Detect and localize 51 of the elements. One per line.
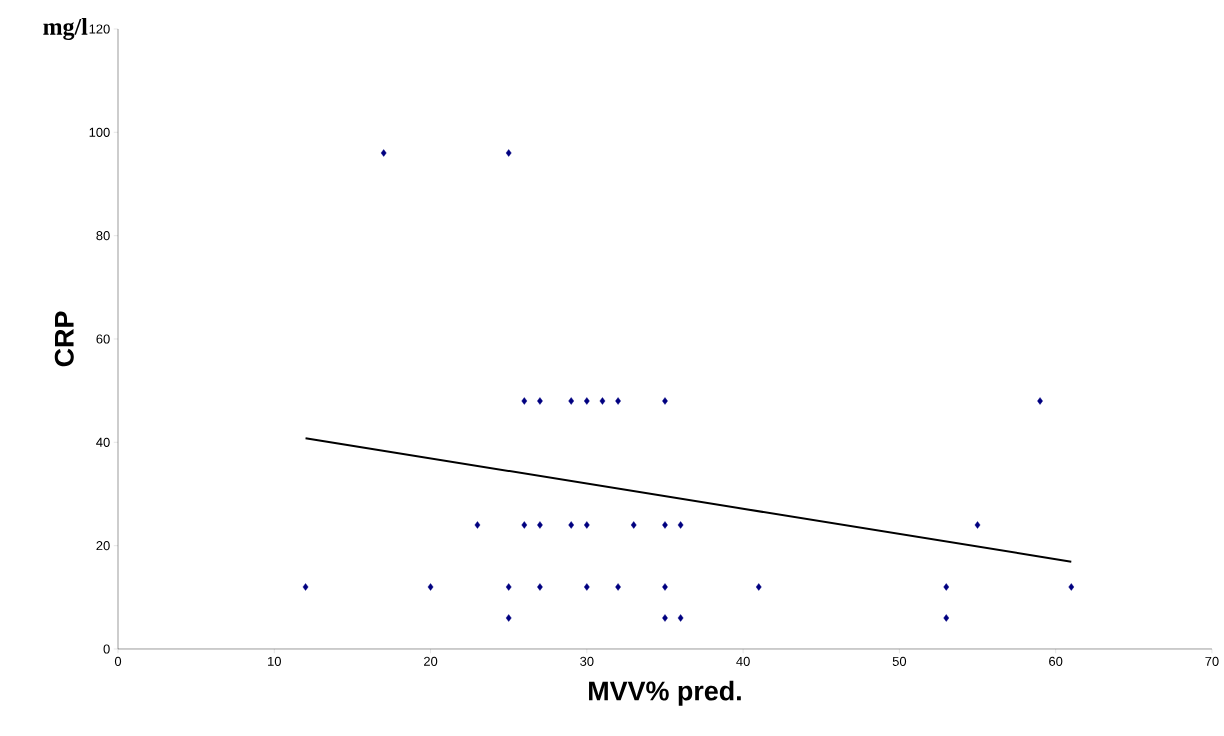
point	[1037, 397, 1043, 405]
x-tick-label: 0	[114, 656, 122, 666]
point	[677, 614, 684, 622]
point	[615, 397, 621, 405]
point	[537, 397, 543, 405]
point	[537, 583, 543, 591]
point	[662, 521, 668, 529]
y-tick-label: 20	[96, 541, 110, 551]
point	[584, 583, 590, 591]
x-axis-title: MVV% pred.	[589, 680, 741, 706]
point	[568, 521, 575, 529]
x-tick-label: 30	[580, 656, 594, 666]
x-tick-label: 50	[892, 656, 907, 666]
point	[537, 521, 543, 529]
x-tick-label: 40	[736, 656, 750, 666]
point	[427, 583, 434, 591]
point	[505, 583, 512, 591]
x-tick-label: 60	[1049, 656, 1063, 666]
text: mg/l	[43, 18, 88, 40]
point	[505, 614, 512, 622]
point	[599, 397, 606, 405]
y-tick-label: 80	[96, 231, 110, 241]
point	[1068, 583, 1075, 591]
point	[584, 397, 590, 405]
x-tick-label: 70	[1205, 656, 1219, 666]
point	[380, 149, 387, 157]
y-axis-title: CRP	[54, 311, 74, 367]
x-tick-label: 10	[268, 656, 281, 666]
y-tick-label: 0	[103, 644, 110, 654]
point	[943, 614, 950, 622]
point	[662, 583, 668, 591]
point	[505, 149, 512, 157]
y-tick-label: 60	[96, 334, 110, 344]
point	[568, 397, 575, 405]
point	[584, 521, 590, 529]
point	[521, 397, 528, 405]
y-tick-label: 40	[96, 437, 110, 447]
x-tick-label: 20	[424, 656, 438, 666]
point	[662, 614, 668, 622]
point	[630, 521, 637, 529]
point	[662, 397, 668, 405]
point	[521, 521, 528, 529]
point	[474, 521, 481, 529]
y-tick-label: 120	[89, 24, 110, 34]
point	[974, 521, 981, 529]
point	[615, 583, 621, 591]
point	[755, 583, 762, 591]
y-tick-label: 100	[89, 127, 110, 137]
point	[302, 583, 309, 591]
point	[943, 583, 950, 591]
point	[677, 521, 684, 529]
